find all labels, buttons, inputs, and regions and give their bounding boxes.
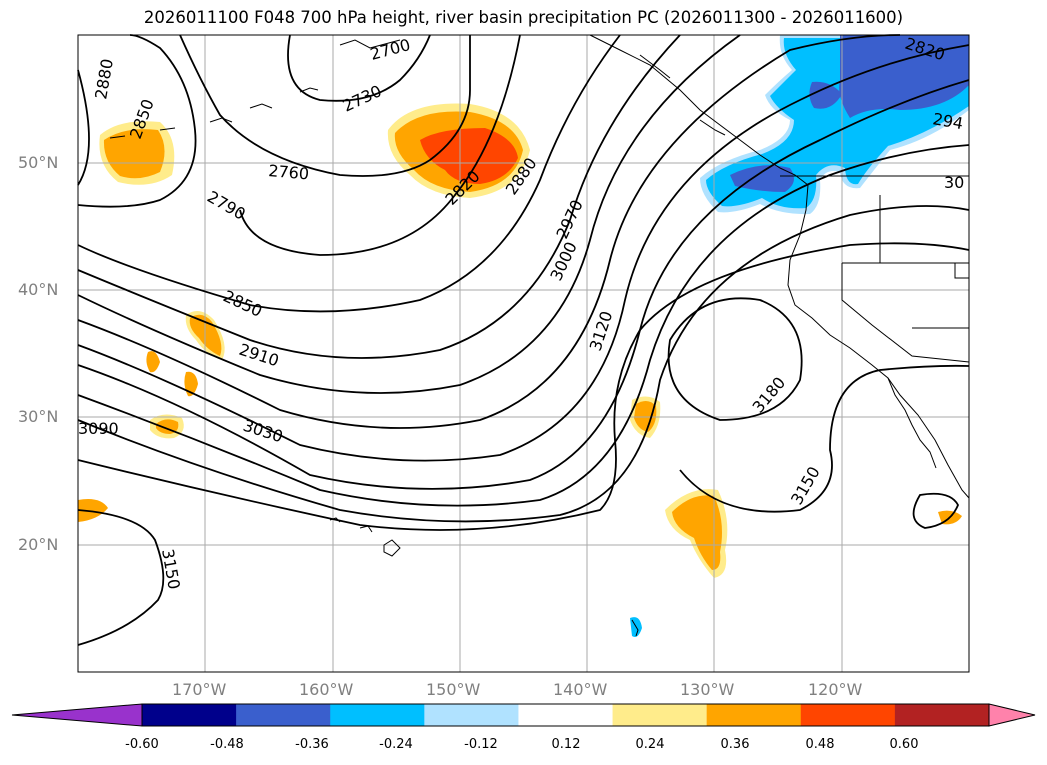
colorbar-bin (236, 704, 331, 726)
contour-label: 30 (944, 173, 964, 192)
colorbar-bin (894, 704, 990, 726)
colorbar-tick: -0.12 (464, 737, 498, 752)
colorbar-bin (706, 704, 802, 726)
lon-label-140w: 140°W (553, 680, 608, 699)
colorbar-tick: -0.24 (379, 737, 413, 752)
lat-label-50n: 50°N (18, 153, 59, 172)
colorbar-tick: -0.36 (295, 737, 329, 752)
colorbar-bin (612, 704, 708, 726)
map-frame (77, 34, 970, 673)
coastlines (109, 34, 970, 637)
colorbar-bin (330, 704, 425, 726)
colorbar-extend-left (12, 704, 142, 726)
colorbar-tick: 0.60 (889, 737, 919, 752)
colorbar-tick: -0.48 (210, 737, 244, 752)
height-contours (77, 34, 970, 646)
contour-label: 2760 (268, 161, 310, 183)
lon-label-150w: 150°W (426, 680, 481, 699)
lat-label-20n: 20°N (18, 535, 59, 554)
lon-label-120w: 120°W (808, 680, 863, 699)
colorbar-tick: 0.24 (635, 737, 665, 752)
colorbar-tick: -0.60 (125, 737, 159, 752)
colorbar (11, 703, 1036, 727)
map-title: 2026011100 F048 700 hPa height, river ba… (143, 8, 904, 27)
lat-label-30n: 30°N (18, 407, 59, 426)
colorbar-bins (142, 704, 990, 726)
lon-label-130w: 130°W (680, 680, 735, 699)
colorbar-bin (518, 704, 614, 726)
lon-label-170w: 170°W (172, 680, 227, 699)
colorbar-outline-left (11, 703, 143, 727)
colorbar-tick: 0.12 (551, 737, 581, 752)
gridlines (78, 35, 969, 672)
colorbar-bin (800, 704, 896, 726)
lat-label-40n: 40°N (18, 280, 59, 299)
colorbar-bin (424, 704, 519, 726)
colorbar-tick: 0.36 (720, 737, 750, 752)
colorbar-bin (142, 704, 237, 726)
colorbar-extend-right (989, 704, 1035, 726)
contour-label: 3090 (78, 419, 119, 438)
colorbar-outline-right (988, 703, 1036, 727)
lon-label-160w: 160°W (299, 680, 354, 699)
colorbar-tick: 0.48 (805, 737, 835, 752)
